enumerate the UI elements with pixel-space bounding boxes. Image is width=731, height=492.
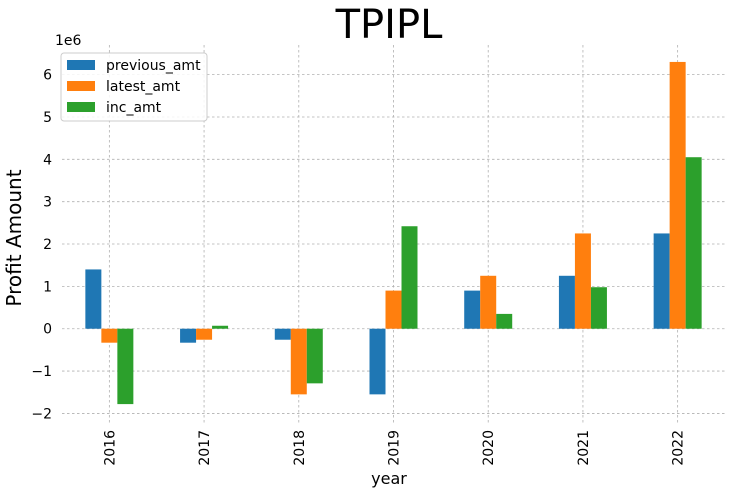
bar-latest_amt-2020 — [480, 275, 497, 329]
legend-label-previous_amt: previous_amt — [106, 58, 201, 74]
x-tick-label: 2020 — [481, 430, 497, 466]
legend: previous_amt latest_amt inc_amt — [60, 52, 208, 122]
bar-inc_amt-2016 — [117, 328, 134, 405]
y-tick-label: 5 — [43, 110, 52, 126]
bar-inc_amt-2019 — [401, 226, 418, 329]
bar-previous_amt-2019 — [369, 328, 386, 395]
x-tick-label: 2019 — [387, 430, 403, 466]
bar-latest_amt-2022 — [669, 61, 686, 329]
legend-swatch-previous_amt — [67, 60, 95, 70]
y-offset-label: 1e6 — [55, 33, 82, 49]
bar-previous_amt-2017 — [180, 328, 197, 343]
x-axis-label: year — [371, 469, 407, 488]
bar-latest_amt-2021 — [574, 233, 591, 329]
legend-label-latest_amt: latest_amt — [106, 79, 181, 95]
bar-previous_amt-2021 — [558, 275, 575, 329]
y-tick-label: 6 — [43, 68, 52, 84]
bar-latest_amt-2019 — [385, 290, 402, 329]
x-tick-label: 2018 — [292, 430, 308, 466]
bar-previous_amt-2022 — [653, 233, 670, 329]
bars-group — [85, 61, 702, 405]
y-tick-label: 1 — [43, 279, 52, 295]
bar-previous_amt-2016 — [85, 269, 102, 329]
bar-latest_amt-2017 — [196, 328, 213, 340]
y-tick-label: 4 — [43, 152, 52, 168]
legend-swatch-latest_amt — [67, 81, 95, 91]
legend-swatch-inc_amt — [67, 102, 95, 112]
bar-inc_amt-2017 — [212, 325, 229, 329]
bar-inc_amt-2020 — [496, 313, 513, 329]
bar-previous_amt-2018 — [274, 328, 291, 340]
bar-inc_amt-2018 — [306, 328, 323, 384]
x-tick-label: 2021 — [576, 430, 592, 466]
legend-box — [60, 52, 208, 122]
x-tick-label: 2022 — [671, 430, 687, 466]
y-tick-label: 0 — [43, 322, 52, 338]
y-tick-labels: −2 −1 0 1 2 3 4 5 6 — [31, 68, 52, 423]
bar-latest_amt-2016 — [101, 328, 118, 343]
chart-title: TPIPL — [335, 2, 443, 48]
x-tick-label: 2016 — [102, 430, 118, 466]
bar-inc_amt-2022 — [685, 157, 702, 329]
y-tick-label: −2 — [31, 406, 52, 422]
x-tick-labels: 2016 2017 2018 2019 2020 2021 2022 — [102, 430, 686, 466]
bar-inc_amt-2021 — [590, 287, 607, 329]
y-tick-label: −1 — [31, 364, 52, 380]
y-tick-label: 3 — [43, 195, 52, 211]
bar-previous_amt-2020 — [464, 290, 481, 329]
x-tick-label: 2017 — [197, 430, 213, 466]
legend-label-inc_amt: inc_amt — [106, 100, 162, 116]
y-axis-label: Profit Amount — [2, 169, 26, 306]
bar-latest_amt-2018 — [290, 328, 307, 395]
y-tick-label: 2 — [43, 237, 52, 253]
